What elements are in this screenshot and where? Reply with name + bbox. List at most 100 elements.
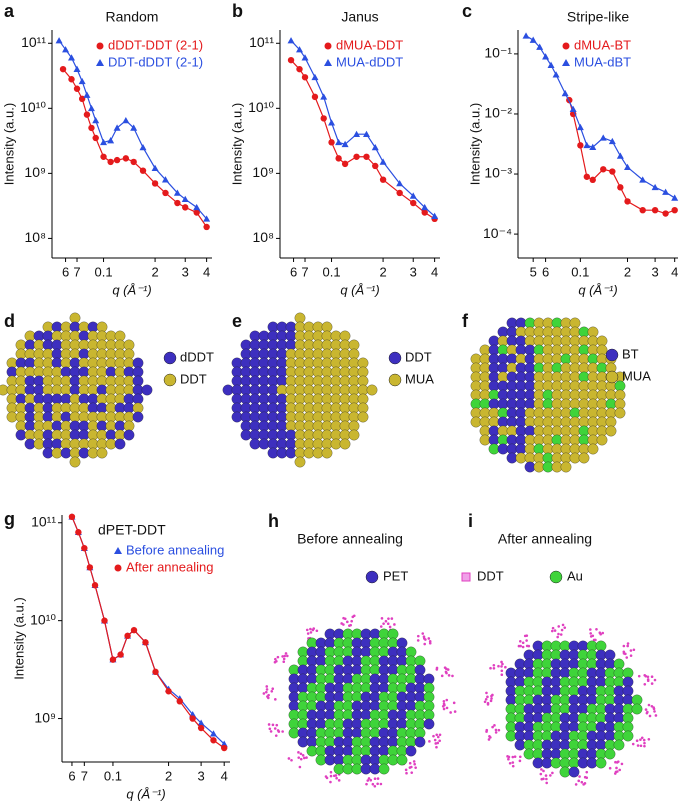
ligand-dot (301, 754, 305, 757)
ligand-dot (436, 741, 440, 745)
ligand-dot (350, 619, 353, 623)
ligand-dot (428, 641, 432, 645)
ligand-dot (276, 655, 280, 659)
marker (583, 141, 591, 149)
y-tick-label: 10¹⁰ (20, 99, 46, 115)
x-tick-label: 4 (671, 264, 678, 279)
marker (88, 124, 95, 132)
marker (421, 209, 428, 216)
panel-label: d (4, 311, 15, 331)
legend-marker (114, 564, 122, 572)
ligand-dot (290, 758, 293, 762)
ligand-dot (560, 628, 564, 632)
ligand-dot (501, 662, 504, 666)
sphere-cluster (470, 317, 626, 473)
panel-label: h (268, 511, 279, 531)
ligand-dot (525, 639, 528, 642)
legend-marker (114, 547, 122, 554)
ligand-dot (282, 657, 286, 661)
ligand-dot (521, 641, 525, 645)
ligand-dot (654, 714, 658, 717)
marker (320, 93, 328, 100)
sphere (339, 438, 351, 450)
marker (616, 152, 624, 159)
x-tick-label: 7 (73, 264, 80, 279)
sphere (605, 425, 617, 437)
panel-label: f (462, 311, 469, 331)
series-line (290, 40, 436, 217)
marker (600, 166, 607, 173)
sphere (69, 456, 81, 468)
ligand-dot (432, 734, 435, 738)
marker (182, 204, 189, 211)
ligand-dot (518, 759, 522, 763)
legend-label: dMUA-DDT (336, 37, 403, 52)
ligand-dot (599, 632, 602, 636)
ligand-dot (624, 652, 627, 656)
marker (335, 138, 343, 146)
legend-marker (388, 373, 402, 387)
y-tick-label: 10¹¹ (249, 34, 274, 50)
ligand-dot (485, 728, 489, 732)
marker (421, 203, 429, 211)
marker (396, 189, 403, 197)
ligand-dot (274, 657, 277, 661)
marker (193, 209, 200, 216)
ligand-dot (297, 751, 300, 754)
x-tick-label: 2 (624, 264, 631, 279)
ligand-dot (500, 660, 503, 664)
ligand-dot (343, 617, 347, 621)
legend-marker (562, 59, 570, 66)
sphere (614, 407, 626, 419)
marker (203, 223, 210, 231)
x-tick-label: 2 (151, 264, 158, 279)
ligand-dot (435, 733, 439, 737)
ligand-dot (269, 730, 273, 733)
marker (86, 564, 94, 571)
legend-label: After annealing (126, 559, 213, 574)
panel-label: i (468, 511, 473, 531)
marker (662, 210, 669, 217)
ligand-dot (376, 782, 379, 786)
ligand-dot (436, 735, 440, 739)
ligand-dot (390, 617, 394, 620)
marker (662, 188, 670, 195)
marker (122, 155, 130, 162)
marker (311, 73, 319, 81)
x-tick-label: 0.1 (323, 264, 341, 279)
ligand-dot (485, 691, 488, 695)
legend-label: MUA-dDDT (336, 54, 403, 69)
marker (671, 206, 678, 214)
sphere (348, 429, 360, 441)
ligand-dot (265, 690, 268, 694)
marker (287, 56, 295, 64)
x-tick-label: 6 (290, 264, 297, 279)
marker (83, 91, 91, 98)
marker (522, 32, 530, 39)
ligand-dot (404, 768, 408, 772)
ligand-dot (349, 623, 352, 627)
sphere (141, 384, 153, 396)
panel-label: e (232, 311, 242, 331)
ligand-dot (387, 617, 390, 620)
ligand-dot (306, 632, 310, 635)
x-tick-label: 3 (197, 768, 204, 783)
ligand-dot (539, 772, 543, 776)
ligand-dot (287, 757, 291, 760)
marker (609, 168, 616, 175)
ligand-dot (487, 738, 491, 741)
ligand-dot (508, 761, 512, 765)
legend-label: MUA (622, 368, 651, 383)
ligand-dot (329, 770, 333, 774)
sphere-cluster (262, 614, 457, 788)
marker (335, 155, 342, 162)
ligand-dot (373, 784, 377, 788)
ligand-dot (324, 775, 328, 778)
ligand-dot (632, 648, 636, 652)
marker (431, 212, 439, 219)
ligand-dot (578, 775, 581, 778)
ligand-dot (428, 740, 431, 743)
ligand-dot (650, 682, 654, 685)
ligand-dot (648, 714, 652, 718)
